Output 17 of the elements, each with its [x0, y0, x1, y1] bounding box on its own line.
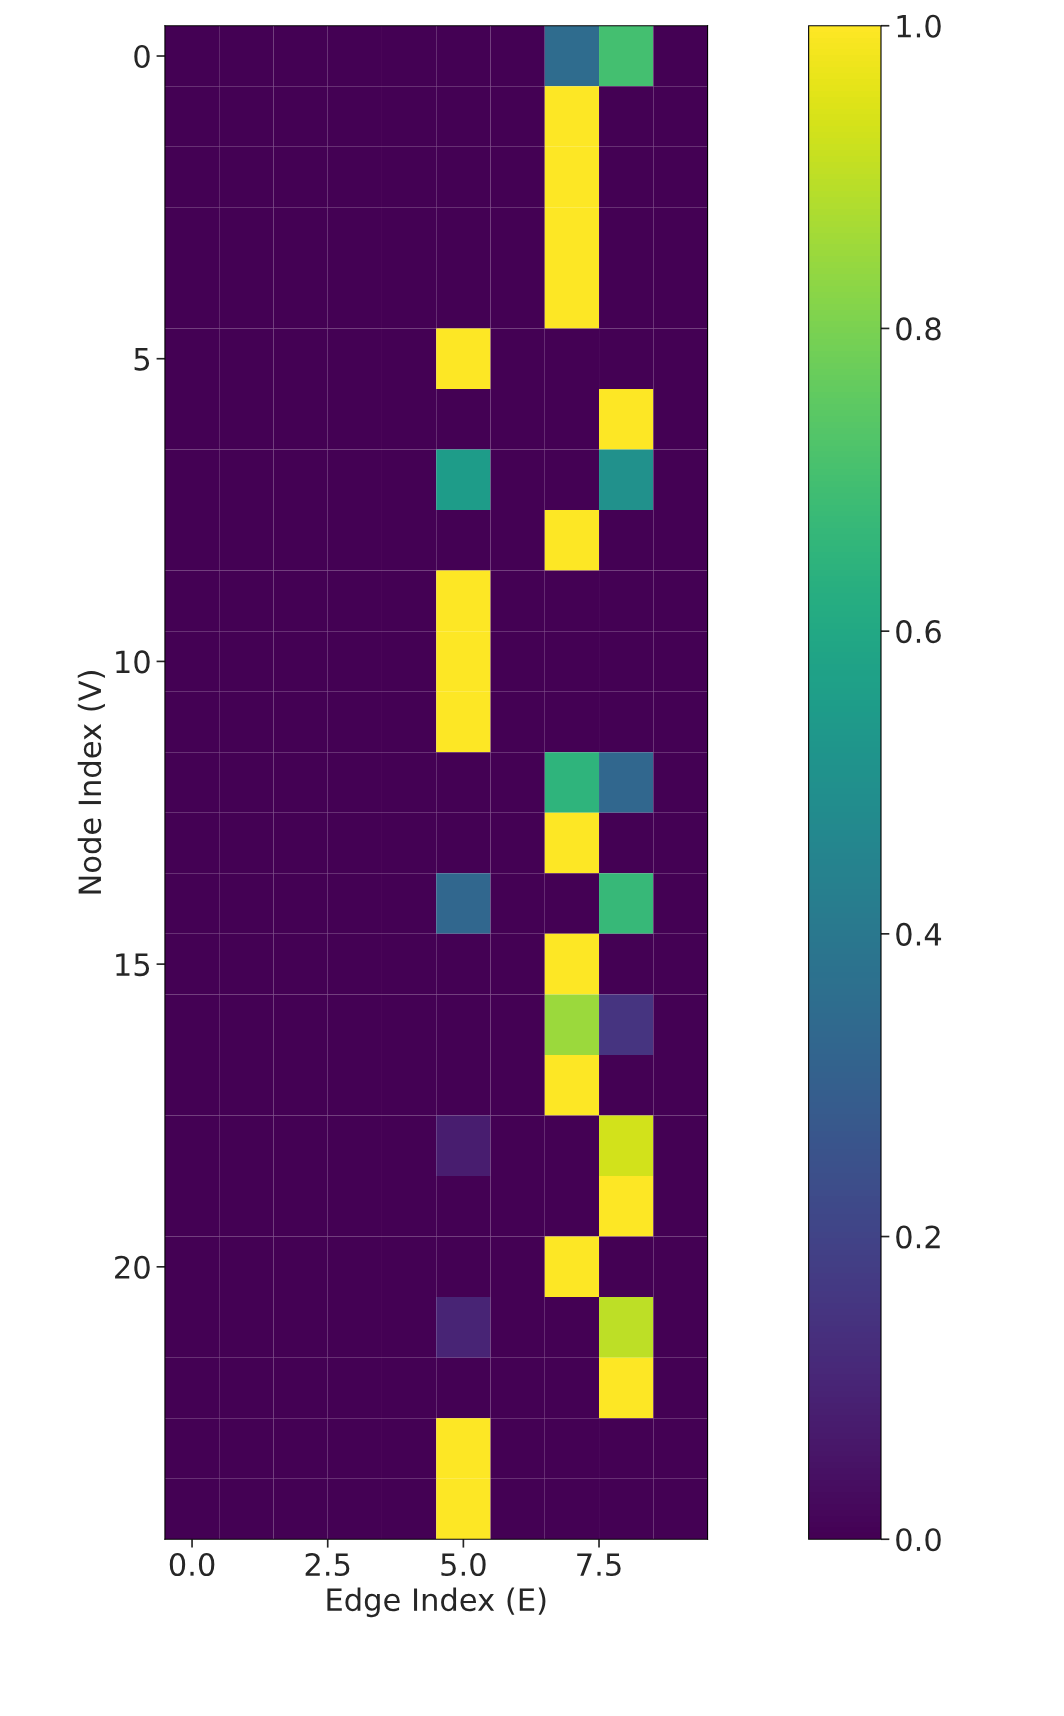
y-tick-label: 5 [134, 348, 150, 371]
y-tick-label: 10 [116, 650, 150, 674]
color-bar-label: 0.8 [896, 317, 941, 341]
color-bar-label: 0.0 [896, 1528, 941, 1552]
x-tick-label: 2.5 [305, 1552, 350, 1577]
x-tick-label: 5.0 [441, 1552, 486, 1577]
color-bar-label: 0.2 [896, 1225, 940, 1249]
color-bar-label: 0.6 [896, 620, 941, 644]
x-axis-title: Edge Index (E) [327, 1587, 546, 1618]
color-bar-label: 1.0 [897, 14, 941, 38]
color-bar-label: 0.4 [896, 922, 942, 946]
y-tick-label: 15 [116, 953, 150, 977]
x-tick-label: 7.5 [577, 1553, 621, 1577]
y-tick-label: 0 [134, 44, 150, 69]
y-tick-label: 20 [115, 1255, 150, 1279]
y-axis-title: Node Index (V) [77, 671, 105, 894]
x-tick-label: 0.0 [169, 1552, 215, 1577]
